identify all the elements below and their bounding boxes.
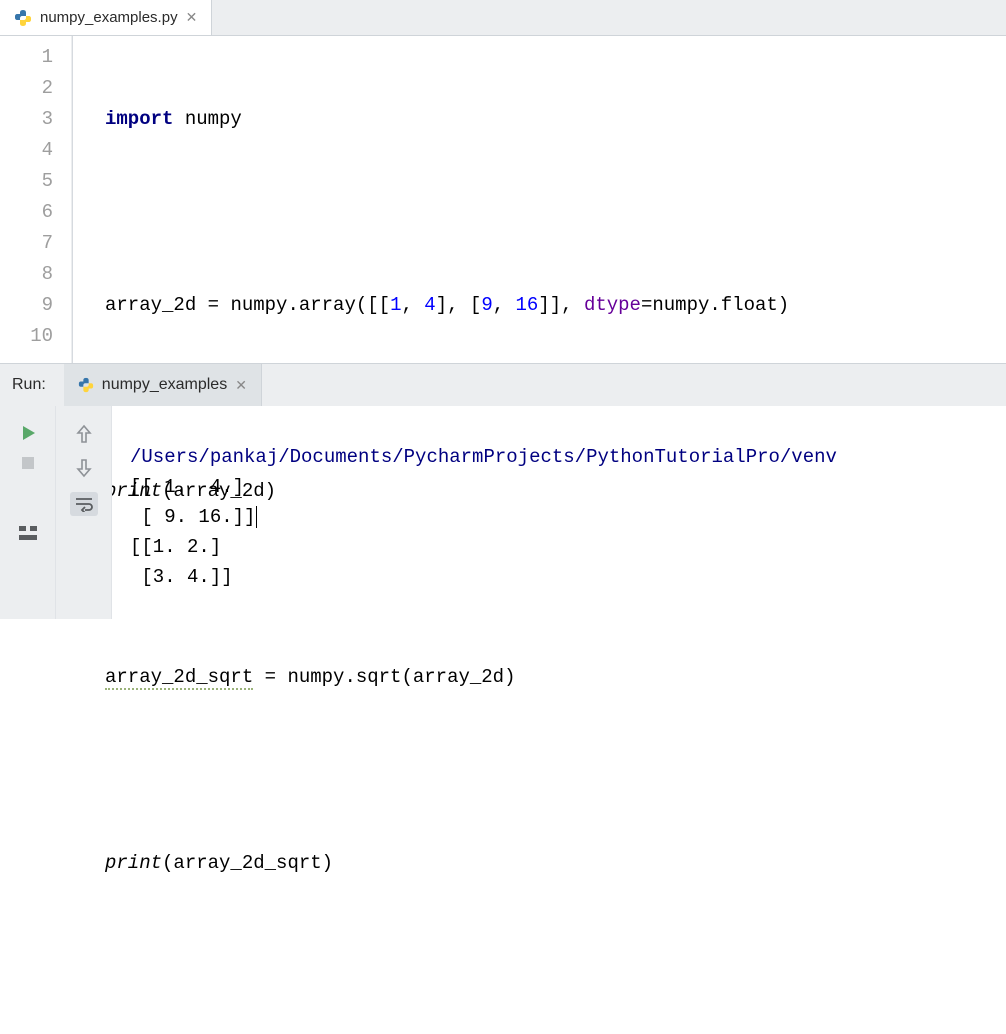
soft-wrap-icon[interactable] — [70, 492, 98, 516]
close-icon[interactable]: ✕ — [186, 9, 198, 26]
rerun-icon[interactable] — [19, 424, 37, 442]
code-line — [105, 197, 1006, 228]
line-number: 1 — [0, 42, 53, 73]
console-line: [3. 4.]] — [130, 566, 233, 588]
line-number: 3 — [0, 104, 53, 135]
run-config-tab[interactable]: numpy_examples ✕ — [64, 364, 262, 406]
file-tab-label: numpy_examples.py — [40, 9, 178, 26]
file-tab[interactable]: numpy_examples.py ✕ — [0, 0, 212, 35]
run-config-name: numpy_examples — [102, 376, 227, 394]
line-number: 6 — [0, 197, 53, 228]
editor-tab-bar: numpy_examples.py ✕ — [0, 0, 1006, 36]
line-number: 4 — [0, 135, 53, 166]
python-run-icon — [78, 377, 94, 393]
console-line: [ 9. 16.]] — [130, 506, 255, 528]
code-line — [105, 755, 1006, 786]
line-number-gutter: 1 2 3 4 5 6 7 8 9 10 — [0, 36, 72, 363]
line-number: 10 — [0, 321, 53, 352]
keyword-import: import — [105, 108, 173, 130]
up-arrow-icon[interactable] — [76, 424, 92, 444]
run-toolbar-left — [0, 406, 56, 619]
stop-icon[interactable] — [21, 456, 35, 470]
down-arrow-icon[interactable] — [76, 458, 92, 478]
run-toolbar-right — [56, 406, 112, 619]
run-label: Run: — [0, 376, 64, 394]
code-line: array_2d = numpy.array([[1, 4], [9, 16]]… — [105, 290, 1006, 321]
module-name: numpy — [185, 108, 242, 130]
run-body: /Users/pankaj/Documents/PycharmProjects/… — [0, 406, 1006, 619]
console-output[interactable]: /Users/pankaj/Documents/PycharmProjects/… — [112, 406, 1006, 619]
text-caret — [256, 506, 257, 528]
console-line: [[1. 2.] — [130, 536, 221, 558]
layout-icon[interactable] — [19, 526, 37, 540]
line-number: 5 — [0, 166, 53, 197]
line-number: 7 — [0, 228, 53, 259]
python-file-icon — [14, 9, 32, 27]
interpreter-path: /Users/pankaj/Documents/PycharmProjects/… — [130, 446, 837, 468]
code-line: array_2d_sqrt = numpy.sqrt(array_2d) — [105, 662, 1006, 693]
close-icon[interactable]: ✕ — [235, 377, 247, 394]
code-line — [105, 941, 1006, 972]
code-line: import numpy — [105, 104, 1006, 135]
code-line: print(array_2d_sqrt) — [105, 848, 1006, 879]
code-area[interactable]: import numpy array_2d = numpy.array([[1,… — [72, 36, 1006, 363]
line-number: 9 — [0, 290, 53, 321]
line-number: 8 — [0, 259, 53, 290]
code-editor[interactable]: 1 2 3 4 5 6 7 8 9 10 import numpy array_… — [0, 36, 1006, 363]
console-line: [[ 1. 4.] — [130, 476, 244, 498]
line-number: 2 — [0, 73, 53, 104]
